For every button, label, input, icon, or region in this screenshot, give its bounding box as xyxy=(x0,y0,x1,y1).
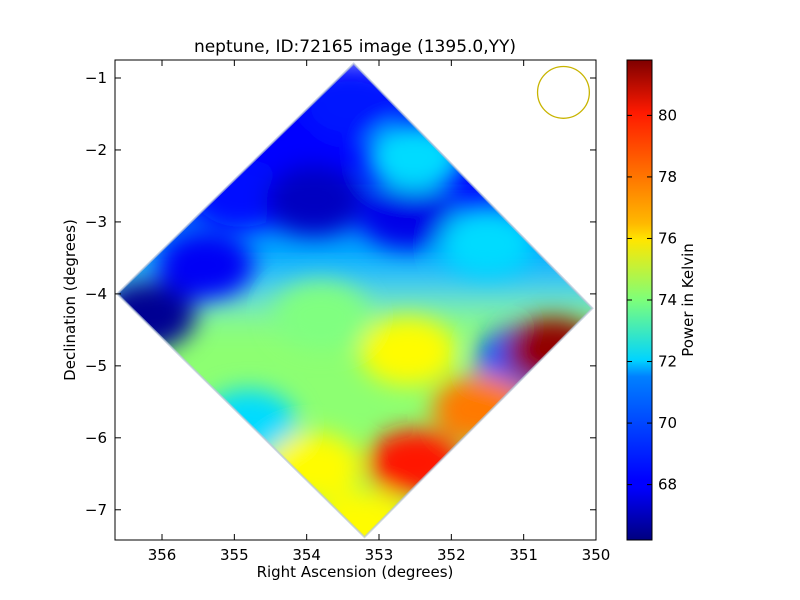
footprint-outline xyxy=(115,62,594,539)
x-tick-label: 356 xyxy=(148,546,177,564)
x-tick-label: 350 xyxy=(582,546,611,564)
heatmap-feature xyxy=(359,180,456,249)
y-tick-label: −5 xyxy=(85,357,107,375)
heatmap-feature xyxy=(316,490,413,538)
heatmap xyxy=(117,63,593,538)
x-axis-label: Right Ascension (degrees) xyxy=(257,563,454,581)
heatmap-feature xyxy=(359,317,456,386)
colorbar-tick-label: 80 xyxy=(658,106,677,124)
heatmap-feature xyxy=(432,375,529,444)
y-tick-label: −2 xyxy=(85,141,107,159)
heatmap-feature xyxy=(157,231,254,300)
x-tick-label: 352 xyxy=(437,546,466,564)
colorbar-tick-label: 70 xyxy=(658,414,677,432)
heatmap-feature xyxy=(302,72,399,141)
x-tick-label: 351 xyxy=(509,546,538,564)
y-axis-label: Declination (degrees) xyxy=(61,219,79,381)
x-tick-label: 354 xyxy=(292,546,321,564)
chart-title: neptune, ID:72165 image (1395.0,YY) xyxy=(194,37,516,57)
colorbar-axis: 68 70 72 74 76 78 80 xyxy=(627,106,677,494)
colorbar-label: Power in Kelvin xyxy=(679,243,697,357)
x-tick-label: 355 xyxy=(220,546,249,564)
y-tick-label: −1 xyxy=(85,69,107,87)
x-tick-label: 353 xyxy=(365,546,394,564)
colorbar-tick-label: 68 xyxy=(658,476,677,494)
heatmap-feature xyxy=(265,432,362,501)
plot-frame xyxy=(114,59,597,541)
y-tick-label: −7 xyxy=(85,501,107,519)
colorbar-tick-label: 74 xyxy=(658,291,677,309)
heatmap-feature xyxy=(439,209,536,278)
y-tick-label: −3 xyxy=(85,213,107,231)
x-axis: 356 355 354 353 352 351 350 xyxy=(148,60,611,564)
colorbar-tick-label: 72 xyxy=(658,353,677,371)
heatmap-feature xyxy=(504,317,593,386)
y-axis: −1 −2 −3 −4 −5 −6 −7 xyxy=(85,69,596,519)
heatmap-feature xyxy=(273,281,370,350)
colorbar-tick-label: 76 xyxy=(658,229,677,247)
colorbar-tick-label: 78 xyxy=(658,168,677,186)
beam-circle xyxy=(536,65,591,119)
y-tick-label: −4 xyxy=(85,285,107,303)
y-tick-label: −6 xyxy=(85,429,107,447)
heatmap-feature xyxy=(367,123,464,192)
heatmap-feature xyxy=(265,166,362,235)
